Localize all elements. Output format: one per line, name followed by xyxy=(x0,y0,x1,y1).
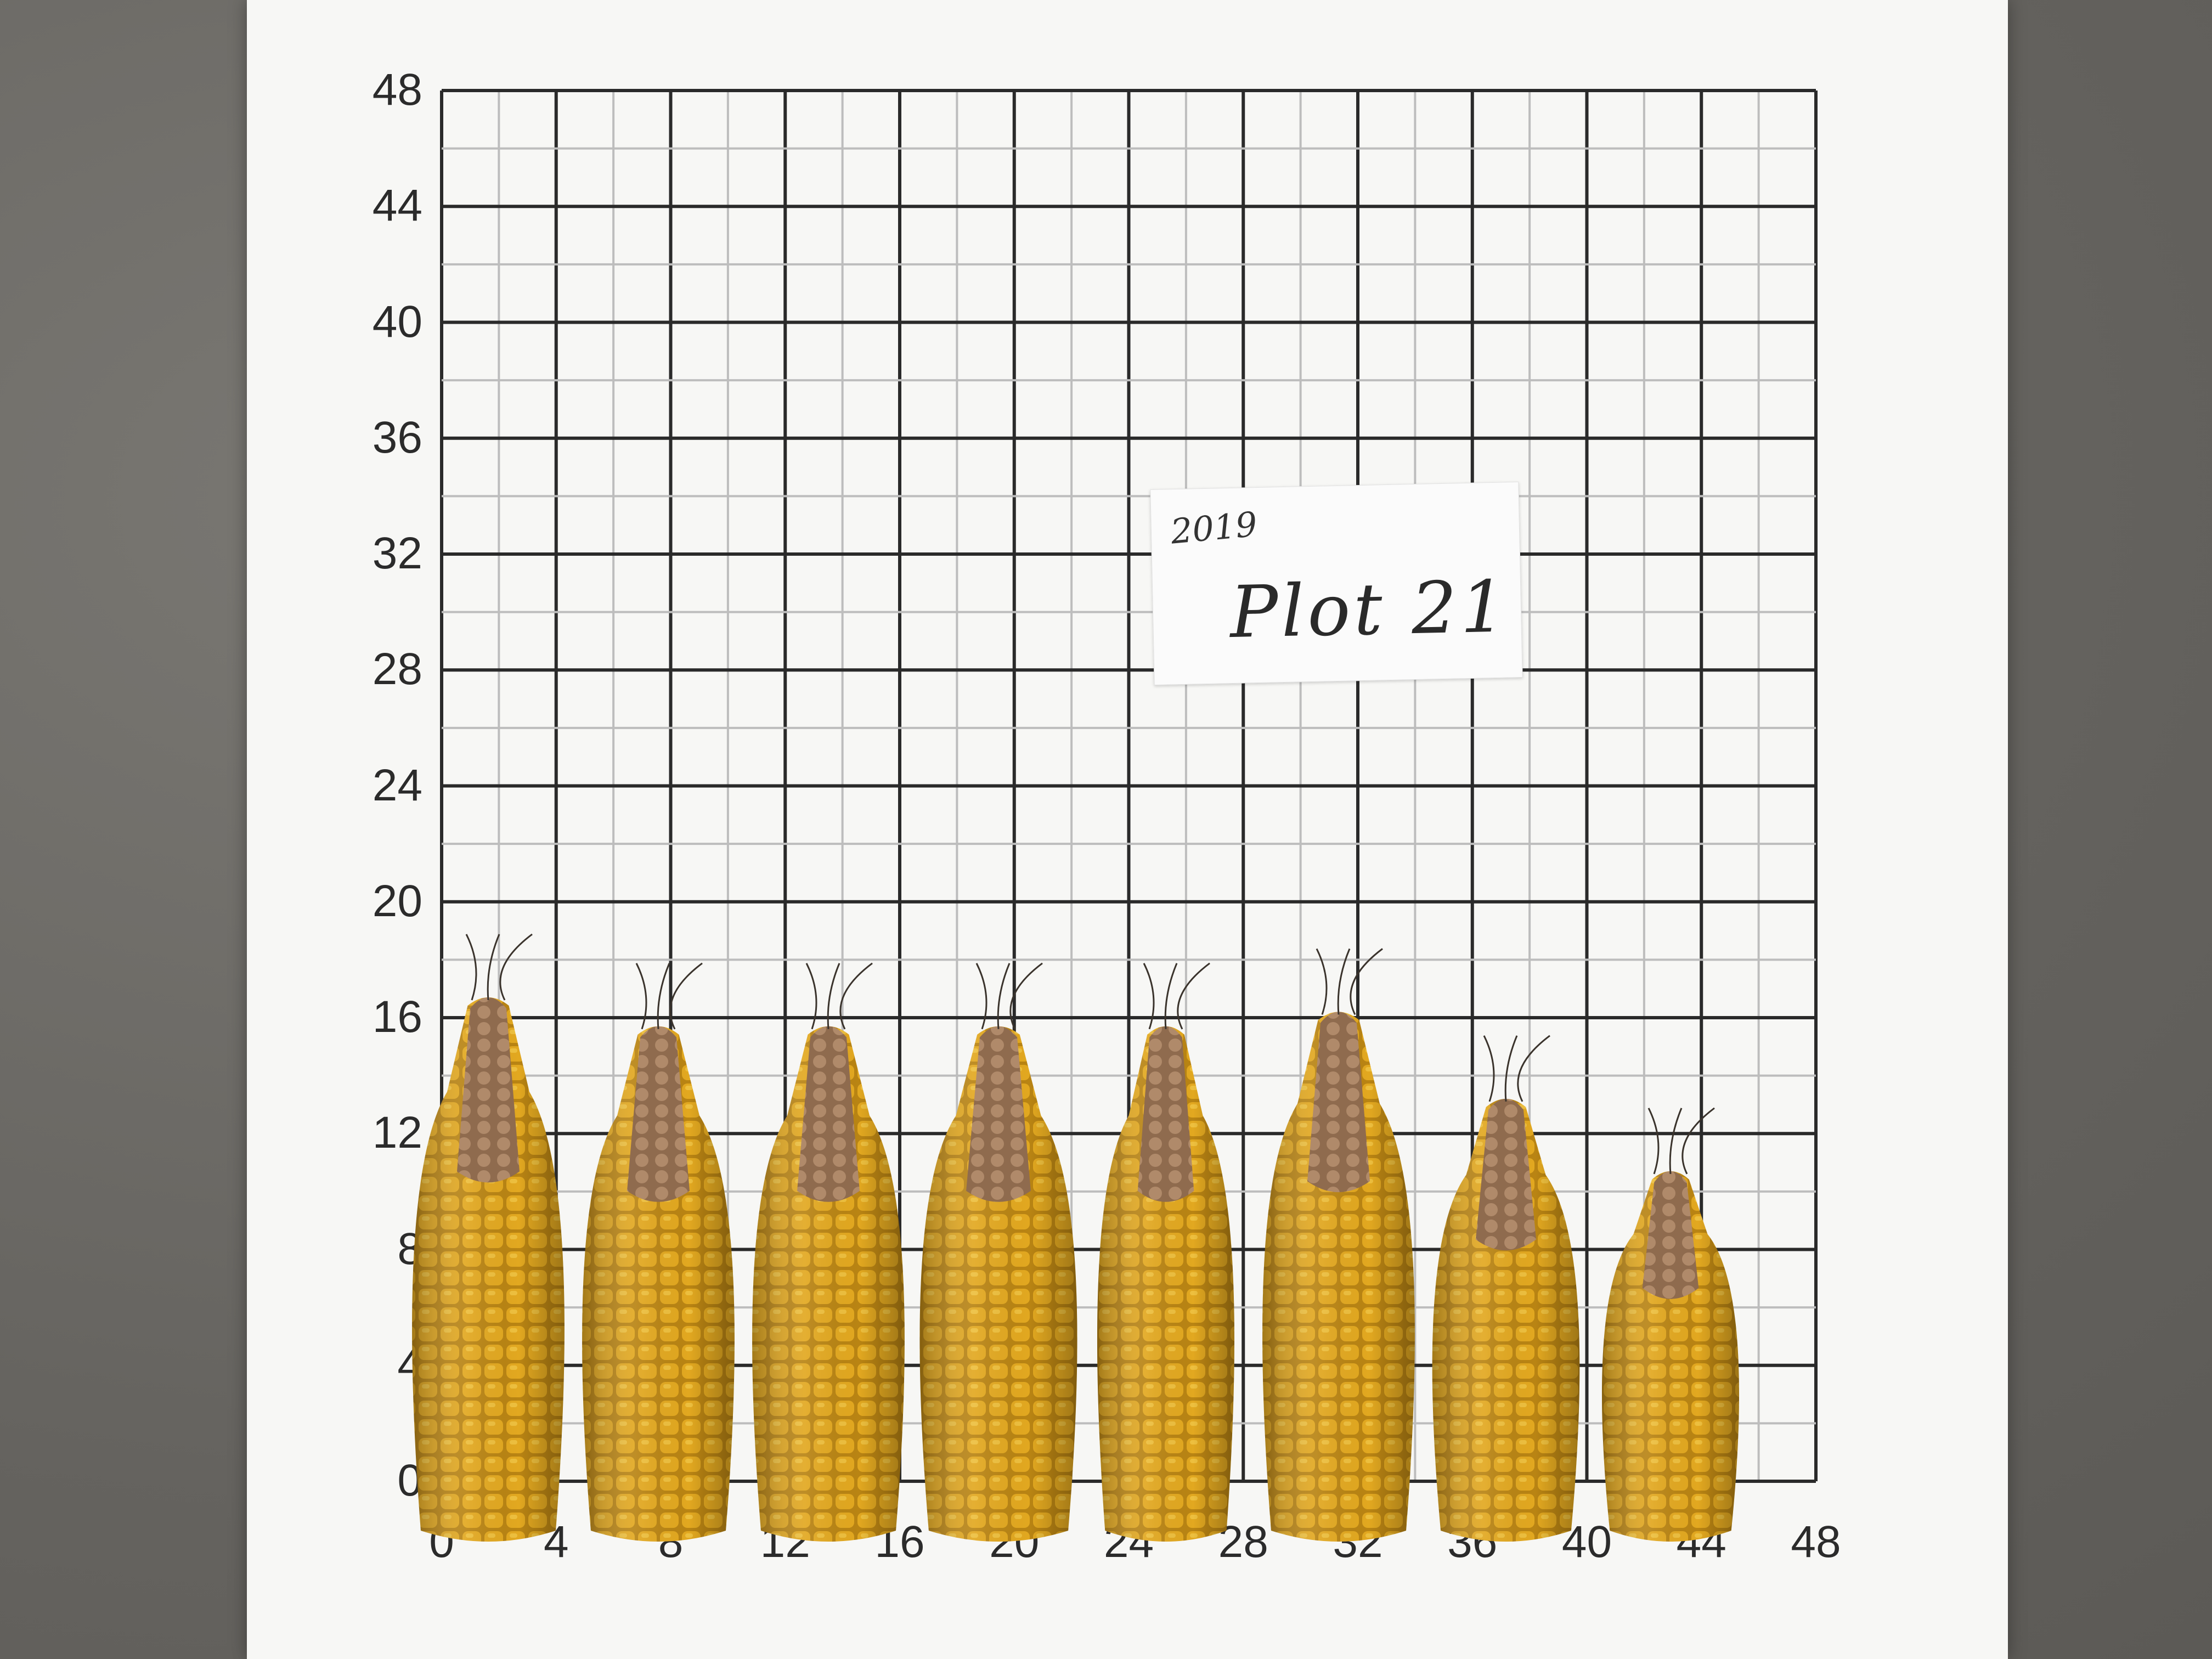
y-tick-label: 40 xyxy=(372,296,422,347)
corn-silk xyxy=(669,962,703,1030)
corn-ear-2 xyxy=(582,962,735,1542)
y-tick-label: 44 xyxy=(372,180,422,231)
corn-ear-tip xyxy=(1642,1171,1699,1299)
corn-silk xyxy=(1483,1035,1495,1102)
corn-silk xyxy=(1143,963,1155,1030)
y-tick-label: 20 xyxy=(372,876,422,926)
x-tick-label: 48 xyxy=(1791,1517,1841,1567)
corn-silk xyxy=(1647,1108,1660,1175)
corn-silk xyxy=(1681,1107,1715,1175)
corn-silk xyxy=(657,963,670,1029)
corn-silk xyxy=(487,934,500,1001)
y-tick-label: 48 xyxy=(372,65,422,115)
corn-ear-tip xyxy=(1307,1012,1370,1193)
corn-silk xyxy=(1350,948,1383,1015)
y-tick-label: 16 xyxy=(372,992,422,1042)
corn-silk xyxy=(1177,962,1210,1030)
corn-silk xyxy=(1669,1108,1683,1174)
corn-silk xyxy=(997,963,1011,1029)
corn-silk xyxy=(1164,963,1178,1029)
corn-ear-tip xyxy=(627,1026,690,1202)
corn-silk xyxy=(975,963,988,1030)
corn-ear-tip xyxy=(457,997,520,1183)
corn-ear-shading xyxy=(1601,1171,1740,1542)
corn-ear-shading xyxy=(1262,1012,1415,1542)
corn-silk xyxy=(1316,948,1328,1015)
corn-silk xyxy=(499,933,533,1001)
corn-silk xyxy=(1504,1035,1518,1102)
corn-ear-3 xyxy=(752,962,905,1542)
corn-ear-shading xyxy=(1432,1098,1580,1542)
y-tick-label: 36 xyxy=(372,412,422,462)
y-tick-label: 32 xyxy=(372,528,422,578)
corn-ear-shading xyxy=(752,1026,905,1542)
corn-silk xyxy=(805,963,817,1030)
corn-silk xyxy=(1337,948,1351,1015)
corn-ear-7 xyxy=(1432,1035,1580,1542)
corn-ear-shading xyxy=(1097,1026,1235,1542)
y-tick-label: 24 xyxy=(372,760,422,810)
corn-silk xyxy=(465,934,477,1001)
corn-ear-tip xyxy=(797,1026,860,1202)
corn-silk xyxy=(839,962,873,1030)
corn-ear-1 xyxy=(412,933,565,1542)
corn-silk xyxy=(1009,962,1043,1030)
corn-ear-5 xyxy=(1097,962,1235,1542)
corn-ear-8 xyxy=(1601,1107,1740,1542)
corn-ear-shading xyxy=(919,1026,1077,1542)
corn-ear-tip xyxy=(966,1026,1031,1202)
y-tick-label: 12 xyxy=(372,1108,422,1158)
corn-ear-shading xyxy=(582,1026,735,1542)
corn-ear-shading xyxy=(412,997,565,1542)
corn-ear-6 xyxy=(1262,948,1415,1542)
corn-silk xyxy=(827,963,840,1029)
corn-ear-tip xyxy=(1137,1026,1194,1202)
corn-ear-4 xyxy=(919,962,1077,1542)
corn-ear-tip xyxy=(1475,1098,1537,1251)
y-tick-label: 28 xyxy=(372,644,422,695)
corn-silk xyxy=(635,963,647,1030)
corn-silk xyxy=(1517,1035,1550,1102)
